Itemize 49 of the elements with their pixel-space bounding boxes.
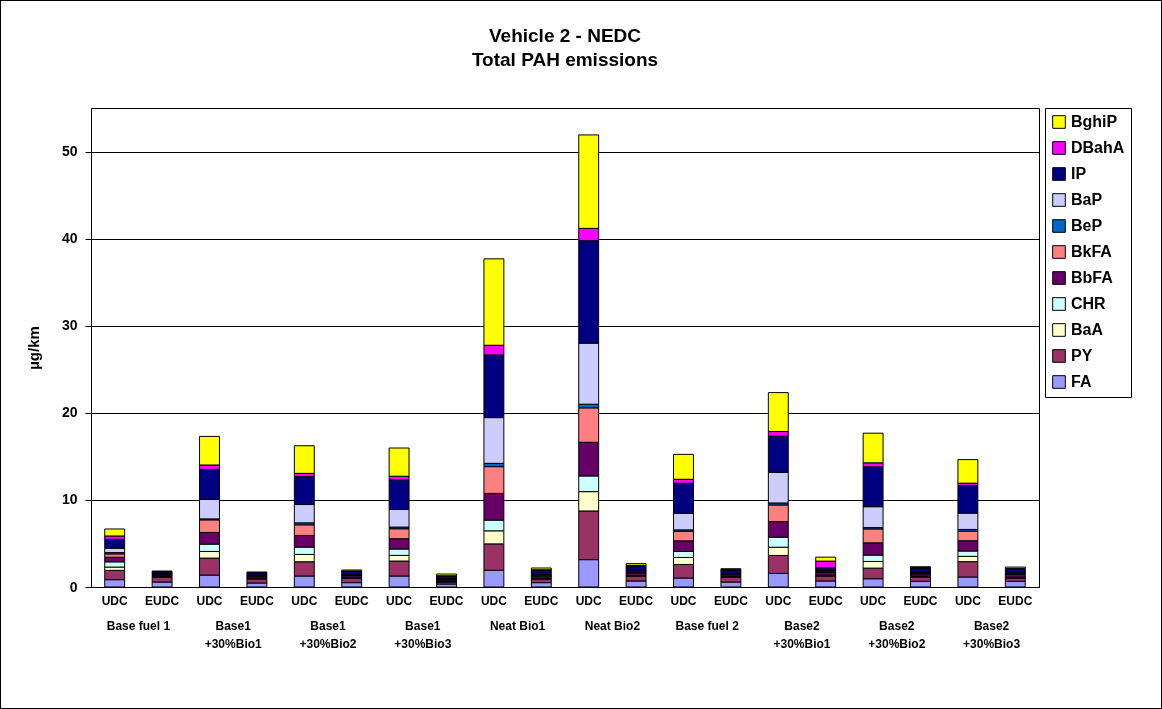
text: Base1 +30%Bio1: [204, 619, 263, 651]
legend-label: BkFA: [1071, 243, 1113, 260]
legend-label: IP: [1071, 165, 1087, 182]
text: Base2 +30%Bio3: [963, 619, 1021, 651]
legend-label: BaP: [1071, 191, 1103, 208]
text: Base2 +30%Bio1: [773, 619, 831, 651]
x-tick-label: EUDC: [998, 593, 1033, 608]
y-tick-label: 40: [61, 230, 78, 247]
legend-label: BbFA: [1071, 269, 1114, 286]
legend-label: BghiP: [1071, 113, 1118, 130]
legend-label: BaA: [1071, 321, 1104, 338]
x-tick-label: EUDC: [429, 593, 464, 608]
text: Base1 +30%Bio2: [299, 619, 357, 651]
legend-label: CHR: [1071, 295, 1107, 312]
text: Neat Bio2: [584, 619, 641, 633]
x-tick-label: UDC: [765, 593, 792, 608]
y-tick-label: 0: [69, 578, 78, 595]
text: Base fuel 1: [106, 619, 171, 633]
chart-title: Vehicle 2 - NEDC Total PAH emissions: [471, 24, 659, 70]
x-tick-label: UDC: [860, 593, 887, 608]
x-tick-label: EUDC: [334, 593, 370, 608]
x-tick-label: UDC: [480, 593, 508, 608]
x-tick-label: EUDC: [619, 593, 654, 608]
text: Base fuel 2: [675, 619, 740, 633]
text: Base2 +30%Bio2: [868, 619, 926, 651]
x-tick-label: UDC: [575, 593, 603, 608]
x-tick-label: UDC: [291, 593, 318, 608]
y-tick-label: 20: [61, 404, 78, 421]
x-tick-label: UDC: [670, 593, 697, 608]
x-tick-label: EUDC: [903, 593, 938, 608]
x-tick-label: UDC: [101, 593, 129, 608]
x-tick-label: UDC: [954, 593, 982, 608]
x-tick-label: EUDC: [524, 593, 559, 608]
text: Neat Bio1: [489, 619, 546, 633]
legend-label: FA: [1071, 373, 1092, 390]
legend-label: DBahA: [1071, 139, 1125, 156]
x-tick-label: EUDC: [145, 593, 180, 608]
y-tick-label: 10: [61, 491, 78, 508]
x-tick-label: EUDC: [808, 593, 844, 608]
x-tick-label: EUDC: [239, 593, 275, 608]
x-tick-label: UDC: [196, 593, 223, 608]
y-tick-label: 30: [61, 317, 78, 334]
legend-label: BeP: [1071, 217, 1103, 234]
x-tick-label: UDC: [386, 593, 413, 608]
text: Base1 +30%Bio3: [394, 619, 452, 651]
y-axis-title: µg/km: [24, 326, 42, 370]
x-tick-label: EUDC: [713, 593, 749, 608]
y-tick-label: 50: [61, 143, 78, 160]
legend-label: PY: [1071, 347, 1093, 364]
